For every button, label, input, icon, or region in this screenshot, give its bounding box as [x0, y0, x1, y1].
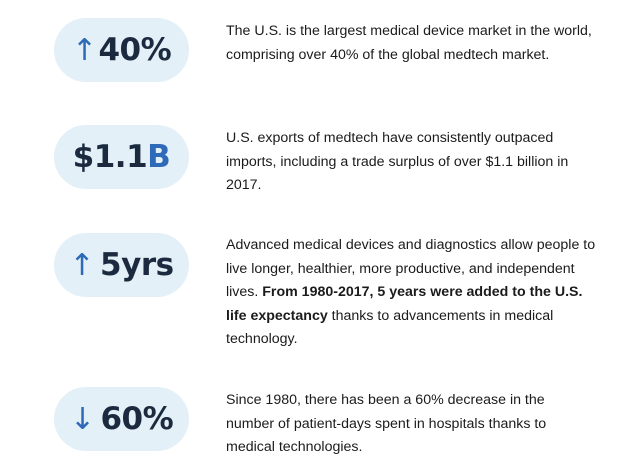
stat-pill: ↑ 40% — [54, 18, 189, 82]
stat-description: U.S. exports of medtech have consistentl… — [226, 130, 569, 193]
arrow-down-icon: ↓ — [69, 401, 95, 437]
stat-description-text: Advanced medical devices and diagnostics… — [226, 237, 596, 300]
stat-value-suffix: B — [147, 139, 171, 175]
stat-value: $1.1 — [72, 139, 148, 175]
stat-pill: ↓ 60% — [54, 387, 189, 451]
stat-description: Advanced medical devices and diagnostics… — [226, 234, 596, 352]
arrow-up-icon: ↑ — [69, 247, 95, 283]
stat-description-highlight: From 1980-2017, 5 years were added to th… — [226, 284, 583, 324]
arrow-up-icon: ↑ — [71, 32, 97, 68]
stat-pill: ↑ 5yrs — [54, 233, 189, 297]
stat-value: 40% — [98, 32, 172, 68]
stat-pill: $1.1 B — [54, 125, 189, 189]
stat-value: 5yrs — [100, 247, 174, 283]
stat-description: Since 1980, there has been a 60% decreas… — [226, 392, 547, 455]
stat-description-text: thanks to advancements in medical techno… — [226, 307, 554, 348]
stat-description: The U.S. is the largest medical device m… — [226, 23, 592, 63]
stat-value: 60% — [100, 401, 174, 437]
